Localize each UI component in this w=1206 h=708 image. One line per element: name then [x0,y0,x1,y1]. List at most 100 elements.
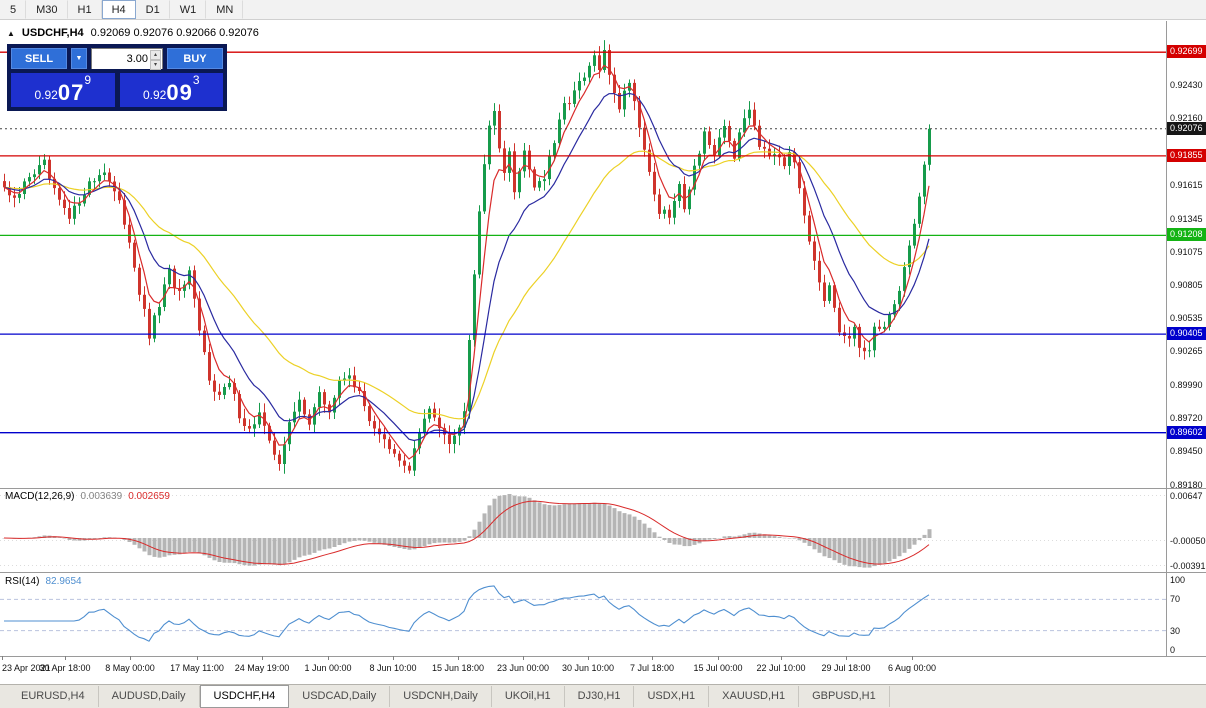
macd-axis-label: -0.00391 [1170,561,1206,571]
sell-button[interactable]: SELL [11,48,67,69]
macd-name: MACD(12,26,9) [5,491,75,502]
price-badge-0.91208: 0.91208 [1167,228,1206,241]
price-tick: 0.90535 [1170,313,1203,323]
order-type-dropdown[interactable]: ▼ [71,48,87,69]
tab-USDX-H1[interactable]: USDX,H1 [634,686,710,707]
chart-ohlc-values: 0.92069 0.92076 0.92066 0.92076 [90,27,259,39]
sell-price-big-digits: 07 [57,80,85,105]
price-tick: 0.90805 [1170,280,1203,290]
buy-price-big-digits: 09 [166,80,193,105]
time-label: 17 May 11:00 [170,663,224,673]
time-label: 6 Aug 00:00 [887,663,937,673]
one-click-collapse-icon[interactable]: ▲ [7,28,15,38]
chart-symbol-period: USDCHF,H4 [21,27,84,39]
price-tick: 0.92160 [1170,113,1203,123]
tab-USDCNH-Daily[interactable]: USDCNH,Daily [390,686,492,707]
time-label: 8 May 00:00 [105,663,155,673]
price-badge-0.90405: 0.90405 [1167,327,1206,340]
tab-USDCAD-Daily[interactable]: USDCAD,Daily [289,686,391,707]
price-badge-0.92699: 0.92699 [1167,45,1206,58]
sell-price-pip-digit: 9 [84,73,92,87]
one-click-trading-panel: SELL ▼ ▴ ▾ BUY 0.92 07 9 0.92 09 [7,44,227,111]
chart-tabs-bar: EURUSD,H4 AUDUSD,Daily USDCHF,H4 USDCAD,Dai… [0,684,1206,708]
one-click-prices-row: 0.92 07 9 0.92 09 3 [11,73,223,107]
price-axis: 0.92430 0.92160 0.91615 0.91345 0.91075 0.908… [1167,0,1206,708]
current-price-badge: 0.92076 [1167,122,1206,135]
ma-5-line [3,64,930,460]
timeframe-5[interactable]: 5 [0,0,27,19]
price-tick: 0.91615 [1170,180,1203,190]
timeframe-MN[interactable]: MN [206,0,244,19]
ma-34-line [3,150,930,420]
tab-XAUUSD-H1[interactable]: XAUUSD,H1 [709,686,800,707]
price-tick: 0.91345 [1170,214,1203,224]
time-label: 23 Jun 00:00 [496,663,550,673]
sell-price[interactable]: 0.92 07 9 [11,73,115,107]
tab-GBPUSD-H1[interactable]: GBPUSD,H1 [799,686,890,707]
buy-price-pip-digit: 3 [192,73,200,87]
time-label: 29 Jul 18:00 [821,663,871,673]
macd-axis-label: 0.00647 [1170,491,1203,501]
volume-field-wrap: ▴ ▾ [91,48,163,70]
macd-title: MACD(12,26,9) 0.003639 0.002659 [5,491,170,502]
timeframe-D1[interactable]: D1 [136,0,170,19]
time-label: 1 Jun 00:00 [304,663,352,673]
timeframe-W1[interactable]: W1 [170,0,207,19]
timeframe-H4[interactable]: H4 [101,0,136,19]
tab-EURUSD-H4[interactable]: EURUSD,H4 [8,686,99,707]
time-label: 30 Apr 18:00 [39,663,91,673]
time-label: 8 Jun 10:00 [369,663,417,673]
price-tick: 0.92430 [1170,80,1203,90]
buy-price-prefix: 0.92 [142,88,167,102]
candles [3,40,931,476]
tab-UKOil-H1[interactable]: UKOil,H1 [492,686,565,707]
rsi-line [4,585,930,642]
volume-input[interactable] [92,49,162,69]
buy-button[interactable]: BUY [167,48,223,69]
rsi-name: RSI(14) [5,576,40,587]
ma-13-line [3,92,930,442]
macd-signal-line [3,500,930,565]
tab-AUDUSD-Daily[interactable]: AUDUSD,Daily [99,686,200,707]
macd-signal-value: 0.002659 [128,491,170,502]
rsi-axis-label: 0 [1170,645,1176,655]
price-tick: 0.89180 [1170,480,1203,490]
rsi-axis-label: 70 [1170,594,1181,604]
price-tick: 0.89720 [1170,413,1203,423]
macd-axis-label: -0.00050 [1170,536,1206,546]
macd-histogram [2,494,932,568]
price-badge-0.89602: 0.89602 [1167,426,1206,439]
timeframe-toolbar: 5 M30 H1 H4 D1 W1 MN [0,0,1206,20]
volume-spinner: ▴ ▾ [150,50,161,70]
macd-main-value: 0.003639 [80,491,123,502]
price-tick: 0.91075 [1170,247,1203,257]
sell-price-prefix: 0.92 [34,88,58,102]
time-label: 7 Jul 18:00 [629,663,675,673]
one-click-controls-row: SELL ▼ ▴ ▾ BUY [11,48,223,70]
price-tick: 0.89450 [1170,446,1203,456]
time-label: 22 Jul 10:00 [756,663,806,673]
rsi-axis-label: 30 [1170,626,1181,636]
rsi-value: 82.9654 [45,576,82,587]
price-tick: 0.89990 [1170,380,1203,390]
rsi-axis-label: 100 [1170,575,1186,585]
tab-DJ30-H1[interactable]: DJ30,H1 [565,686,635,707]
tab-USDCHF-H4[interactable]: USDCHF,H4 [199,685,290,708]
time-label: 30 Jun 10:00 [561,663,615,673]
rsi-title: RSI(14) 82.9654 [5,576,82,587]
time-label: 24 May 19:00 [234,663,290,673]
buy-price[interactable]: 0.92 09 3 [119,73,223,107]
timeframe-M30[interactable]: M30 [26,0,68,19]
time-axis: 23 Apr 2021 30 Apr 18:00 8 May 00:00 17 May… [0,658,1166,680]
price-badge-0.91855: 0.91855 [1167,149,1206,162]
price-tick: 0.90265 [1170,346,1203,356]
time-label: 15 Jul 00:00 [693,663,743,673]
time-label: 15 Jun 18:00 [431,663,485,673]
volume-down-icon[interactable]: ▾ [150,60,161,70]
timeframe-H1[interactable]: H1 [68,0,102,19]
volume-up-icon[interactable]: ▴ [150,50,161,60]
chart-title: ▲ USDCHF,H4 0.92069 0.92076 0.92066 0.92… [7,27,259,39]
dropdown-arrow-icon: ▼ [75,55,83,62]
